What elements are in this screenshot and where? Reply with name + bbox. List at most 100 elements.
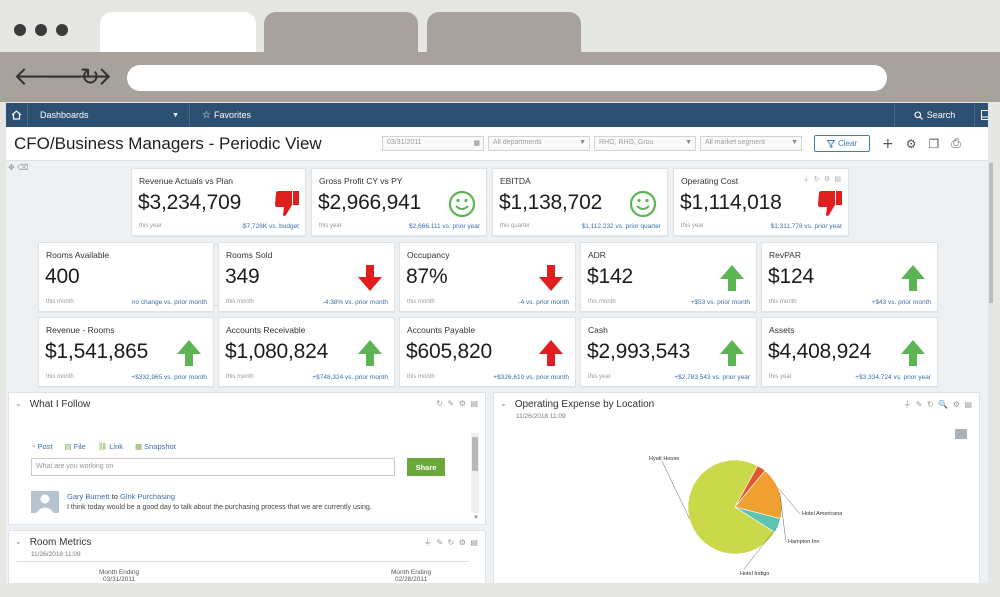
pie-slice[interactable] [734,470,783,520]
favorites-menu[interactable]: ☆ Favorites [202,110,251,121]
tab-link[interactable]: ⛓ Link [97,442,124,451]
avatar[interactable] [31,491,59,513]
kpi-value: $4,408,924 [768,340,872,363]
forward-arrow-icon[interactable]: 🡒 [43,62,113,92]
window-minimize-dot[interactable] [35,24,47,36]
author-to: to [111,492,118,501]
back-arrow-icon[interactable]: 🡐 [13,62,83,92]
chevron-down-icon: ▼ [579,139,586,146]
tab-post[interactable]: ◔ Post [31,442,53,451]
kpi-title: Accounts Payable [407,325,476,335]
print-icon[interactable]: ⎙ [951,136,961,150]
favorites-label: Favorites [213,110,251,120]
panel-tools-icons[interactable]: ⏚ ✎ ↻ 🔍 ⚙ ▤ [903,400,973,409]
home-icon[interactable] [6,103,28,127]
property-filter[interactable]: RHG, RHG, Grou ▼ [594,136,696,151]
card-tools-icons[interactable]: ⏚ ↻ ⚙ ▤ [802,175,842,183]
kpi-period: this month [407,299,435,305]
scrollbar-thumb[interactable] [472,437,478,471]
collapse-chevron-icon[interactable]: ⌄ [15,399,22,408]
kpi-value: $1,541,865 [45,340,149,363]
share-button[interactable]: Share [407,458,445,476]
pie-leader-line [779,492,787,543]
panel-tools-icons[interactable]: ↻ ✎ ⚙ ▤ [436,399,479,408]
arrow-down-icon [539,265,563,291]
copy-icon[interactable]: ❐ [928,136,940,151]
collapse-chevron-icon[interactable]: ⌄ [500,399,507,408]
kpi-period: this month [588,299,616,305]
tab-snapshot[interactable]: ▦ Snapshot [135,442,176,451]
dashboards-label: Dashboards [40,110,89,120]
panel-scrollbar[interactable] [471,433,479,513]
kpi-card-gross-profit[interactable]: Gross Profit CY vs PY $2,966,941 this ye… [311,168,487,236]
kpi-card-assets[interactable]: Assets $4,408,924 this year +$3,334,724 … [761,317,938,387]
arrow-up-red-icon [539,340,563,366]
kpi-card-operating-cost[interactable]: Operating Cost ⏚ ↻ ⚙ ▤ $1,114,018 this y… [673,168,849,236]
kpi-period: this month [769,299,797,305]
arrow-up-icon [177,340,201,366]
kpi-card-cash[interactable]: Cash $2,993,543 this year +$2,783,543 vs… [580,317,757,387]
window-close-dot[interactable] [14,24,26,36]
kpi-card-revenue-rooms[interactable]: Revenue - Rooms $1,541,865 this month +$… [38,317,214,387]
arrow-up-icon [901,340,925,366]
thumbs-down-icon [275,191,299,216]
group-link[interactable]: Glnk Purchasing [119,492,176,501]
kpi-card-rooms-sold[interactable]: Rooms Sold 349 this month -4.38% vs. pri… [218,242,395,312]
room-metrics-panel: ⌄ Room Metrics 11/26/2018 11:09 ⏚ ✎ ↻ ⚙ … [8,530,486,583]
date-filter[interactable]: 03/31/2011 ▦ [382,136,484,151]
clear-filters-button[interactable]: Clear [814,135,870,152]
kpi-value: $1,080,824 [225,340,329,363]
collapse-chevron-icon[interactable]: ⌄ [15,537,22,546]
scrollbar-thumb[interactable] [989,163,993,303]
tab-file[interactable]: ▤ File [64,442,86,451]
browser-tab[interactable] [264,12,418,52]
reload-icon[interactable]: ↻ [80,63,101,91]
market-segment-filter[interactable]: All market segment ▼ [700,136,802,151]
move-handle-icon[interactable]: ✥ ⌫ [8,163,29,172]
pie-leader-line [661,460,690,519]
page-scrollbar[interactable] [988,103,994,583]
dashboard-app: Dashboards ▼ ☆ Favorites Search CFO/Busi… [6,103,994,583]
kpi-title: Rooms Available [46,250,110,260]
kpi-title: Cash [588,325,608,335]
kpi-card-occupancy[interactable]: Occupancy 87% this month -4 vs. prior mo… [399,242,576,312]
browser-tab-active[interactable] [100,12,256,52]
author-link[interactable]: Gary Burnett [67,492,110,501]
top-navbar: Dashboards ▼ ☆ Favorites Search [6,103,994,127]
address-bar[interactable] [127,65,887,91]
kpi-card-revenue-actuals[interactable]: Revenue Actuals vs Plan $3,234,709 this … [131,168,306,236]
add-icon[interactable]: + [882,135,894,152]
kpi-card-accounts-receivable[interactable]: Accounts Receivable $1,080,824 this mont… [218,317,395,387]
post-input[interactable]: What are you working on [31,458,395,476]
window-maximize-dot[interactable] [56,24,68,36]
star-icon: ☆ [202,109,211,121]
kpi-card-revpar[interactable]: RevPAR $124 this month +$43 vs. prior mo… [761,242,938,312]
kpi-card-adr[interactable]: ADR $142 this month +$53 vs. prior month [580,242,757,312]
pie-label: Hampton Inn [788,539,820,545]
pie-slice[interactable] [687,459,776,555]
panel-tools-icons[interactable]: ⏚ ✎ ↻ ⚙ ▤ [423,538,479,547]
kpi-title: EBITDA [500,176,531,186]
kpi-period: this month [407,374,435,380]
kpi-card-rooms-available[interactable]: Rooms Available 400 this month no change… [38,242,214,312]
gear-icon[interactable]: ⚙ [905,136,917,151]
search-button[interactable]: Search [894,103,974,127]
calendar-icon: ▦ [473,140,480,147]
dashboards-menu[interactable]: Dashboards ▼ [28,103,190,127]
kpi-card-ebitda[interactable]: EBITDA $1,138,702 this quarter $1,112,23… [492,168,668,236]
kpi-card-accounts-payable[interactable]: Accounts Payable $605,820 this month +$3… [399,317,576,387]
snapshot-icon: ▦ [135,442,143,451]
kpi-change: +$53 vs. prior month [690,299,750,306]
kpi-value: $124 [768,265,814,288]
scroll-down-icon[interactable]: ▼ [473,515,479,521]
search-icon [914,110,923,120]
feed-author-line: Gary Burnett to Glnk Purchasing [67,492,175,501]
arrow-up-icon [720,340,744,366]
dashboard-content: ✥ ⌫ Revenue Actuals vs Plan $3,234,709 t… [6,103,994,583]
kpi-title: RevPAR [769,250,801,260]
chart-image-icon[interactable] [955,429,967,439]
kpi-period: this year [139,223,162,229]
browser-tab[interactable] [427,12,581,52]
panel-timestamp: 11/26/2018 11:09 [31,551,81,558]
department-filter[interactable]: All departments ▼ [488,136,590,151]
